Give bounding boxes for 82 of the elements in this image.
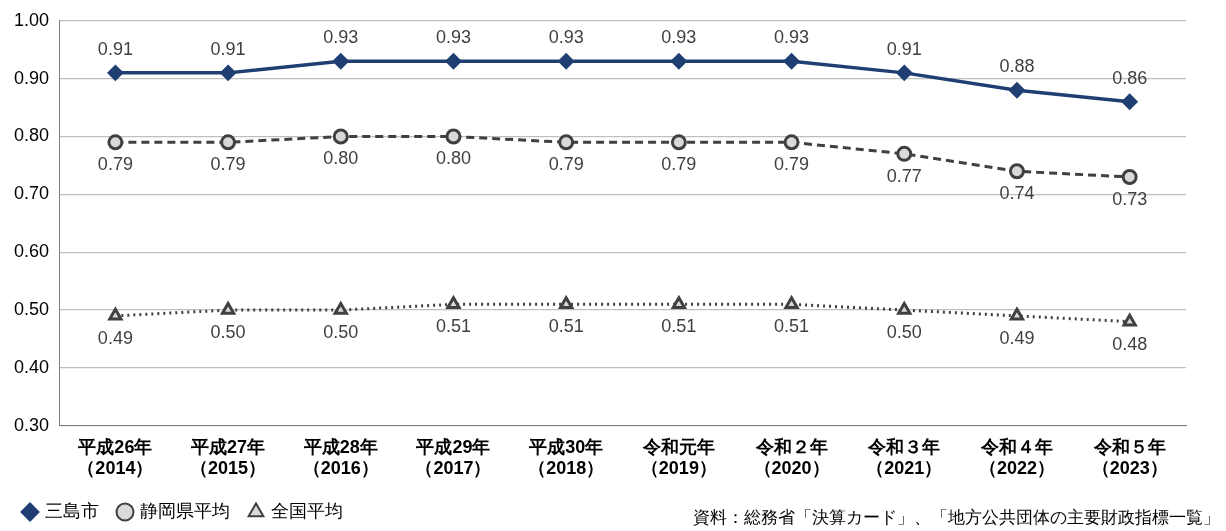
data-label: 0.79 <box>661 154 697 175</box>
data-label: 0.86 <box>1112 67 1148 88</box>
point <box>559 296 574 310</box>
point <box>558 53 574 70</box>
data-label: 0.50 <box>886 322 922 343</box>
y-tick-label: 0.50 <box>13 299 50 320</box>
point <box>558 134 575 151</box>
point <box>108 307 123 321</box>
point <box>1008 163 1025 180</box>
data-label: 0.50 <box>210 322 246 343</box>
data-label: 0.51 <box>774 316 810 337</box>
data-label: 0.93 <box>661 27 697 48</box>
x-tick-label: 令和２年（2020） <box>753 436 830 479</box>
point <box>1122 313 1137 327</box>
data-label: 0.48 <box>1112 333 1148 354</box>
point <box>897 302 912 315</box>
data-label: 0.91 <box>210 38 246 59</box>
point <box>783 53 800 70</box>
legend-label: 全国平均 <box>271 500 343 521</box>
point <box>670 134 687 151</box>
data-label: 0.93 <box>774 27 810 48</box>
data-label: 0.77 <box>886 165 922 186</box>
y-tick-label: 0.40 <box>13 356 50 377</box>
y-tick-label: 0.90 <box>13 67 50 88</box>
point <box>1009 82 1025 98</box>
data-label: 0.51 <box>661 316 697 337</box>
point <box>896 65 913 81</box>
point <box>445 53 462 70</box>
point <box>1121 94 1138 110</box>
legend-label: 三島市 <box>45 500 99 521</box>
data-label: 0.80 <box>323 148 359 169</box>
x-tick-label: 令和４年（2022） <box>978 436 1055 479</box>
point <box>1009 307 1025 321</box>
x-tick-label: 平成28年（2016） <box>302 436 379 479</box>
y-tick-label: 0.70 <box>13 183 50 204</box>
point <box>220 65 236 81</box>
x-tick-label: 令和３年（2021） <box>866 436 943 479</box>
point <box>896 145 913 162</box>
data-label: 0.79 <box>97 154 133 175</box>
x-tick-label: 令和元年（2019） <box>640 436 717 479</box>
point <box>332 128 349 145</box>
data-label: 0.93 <box>323 27 359 48</box>
point <box>107 134 124 151</box>
data-label: 0.93 <box>435 27 471 48</box>
data-label: 0.79 <box>548 154 584 175</box>
y-tick-label: 1.00 <box>13 9 50 30</box>
point <box>445 128 462 145</box>
point <box>446 296 461 310</box>
y-tick-label: 0.80 <box>13 125 50 146</box>
data-label: 0.74 <box>999 183 1035 204</box>
y-tick-label: 0.30 <box>13 414 50 435</box>
point <box>784 296 799 310</box>
data-label: 0.91 <box>97 38 133 59</box>
point <box>783 134 800 151</box>
point <box>671 53 687 70</box>
data-label: 0.51 <box>548 316 584 337</box>
y-tick-label: 0.60 <box>13 241 50 262</box>
data-label: 0.88 <box>999 56 1035 77</box>
x-tick-label: 平成29年（2017） <box>415 436 492 479</box>
data-label: 0.79 <box>774 154 810 175</box>
data-label: 0.51 <box>435 316 471 337</box>
point <box>220 134 237 151</box>
data-label: 0.50 <box>323 322 359 343</box>
point <box>671 296 686 310</box>
data-label: 0.91 <box>886 38 922 59</box>
data-label: 0.73 <box>1112 188 1148 209</box>
point <box>333 302 348 315</box>
point <box>107 65 124 81</box>
text: 資料：総務省「決算カード」、「地方公共団体の主要財政指標一覧」 <box>693 507 1220 527</box>
x-tick-label: 平成30年（2018） <box>528 436 605 479</box>
data-label: 0.80 <box>435 148 471 169</box>
data-label: 0.49 <box>999 327 1035 348</box>
data-label: 0.93 <box>548 27 584 48</box>
point <box>333 53 349 70</box>
x-tick-label: 令和５年（2023） <box>1091 436 1168 479</box>
point <box>1121 169 1138 186</box>
data-label: 0.49 <box>97 327 133 348</box>
data-label: 0.79 <box>210 154 246 175</box>
point <box>220 302 236 315</box>
legend-label: 静岡県平均 <box>140 500 230 521</box>
x-tick-label: 平成26年（2014） <box>77 436 154 479</box>
x-tick-label: 平成27年（2015） <box>190 436 267 479</box>
